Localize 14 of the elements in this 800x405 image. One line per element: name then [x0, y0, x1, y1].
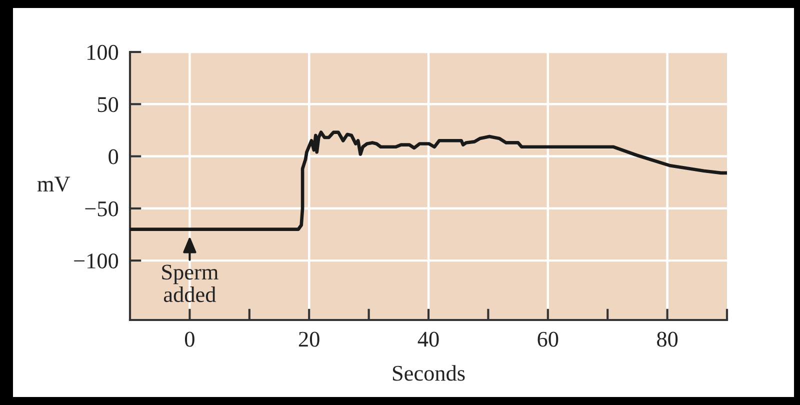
- y-tick-label: 0: [108, 149, 118, 164]
- x-tick-label: 40: [418, 332, 439, 347]
- y-axis-title: mV: [37, 176, 70, 192]
- y-tick-label: −50: [85, 201, 118, 216]
- x-axis-title: Seconds: [392, 365, 465, 381]
- x-tick-label: 20: [298, 332, 320, 347]
- y-tick-label: 50: [98, 97, 118, 112]
- y-tick-label: −100: [74, 253, 118, 268]
- annotation: Sperm added: [162, 264, 218, 302]
- x-tick-label: 80: [657, 332, 678, 347]
- line-series: [130, 130, 727, 231]
- y-tick-label: 100: [88, 44, 118, 60]
- x-tick-label: 60: [538, 332, 558, 347]
- x-tick-label: 0: [184, 332, 194, 347]
